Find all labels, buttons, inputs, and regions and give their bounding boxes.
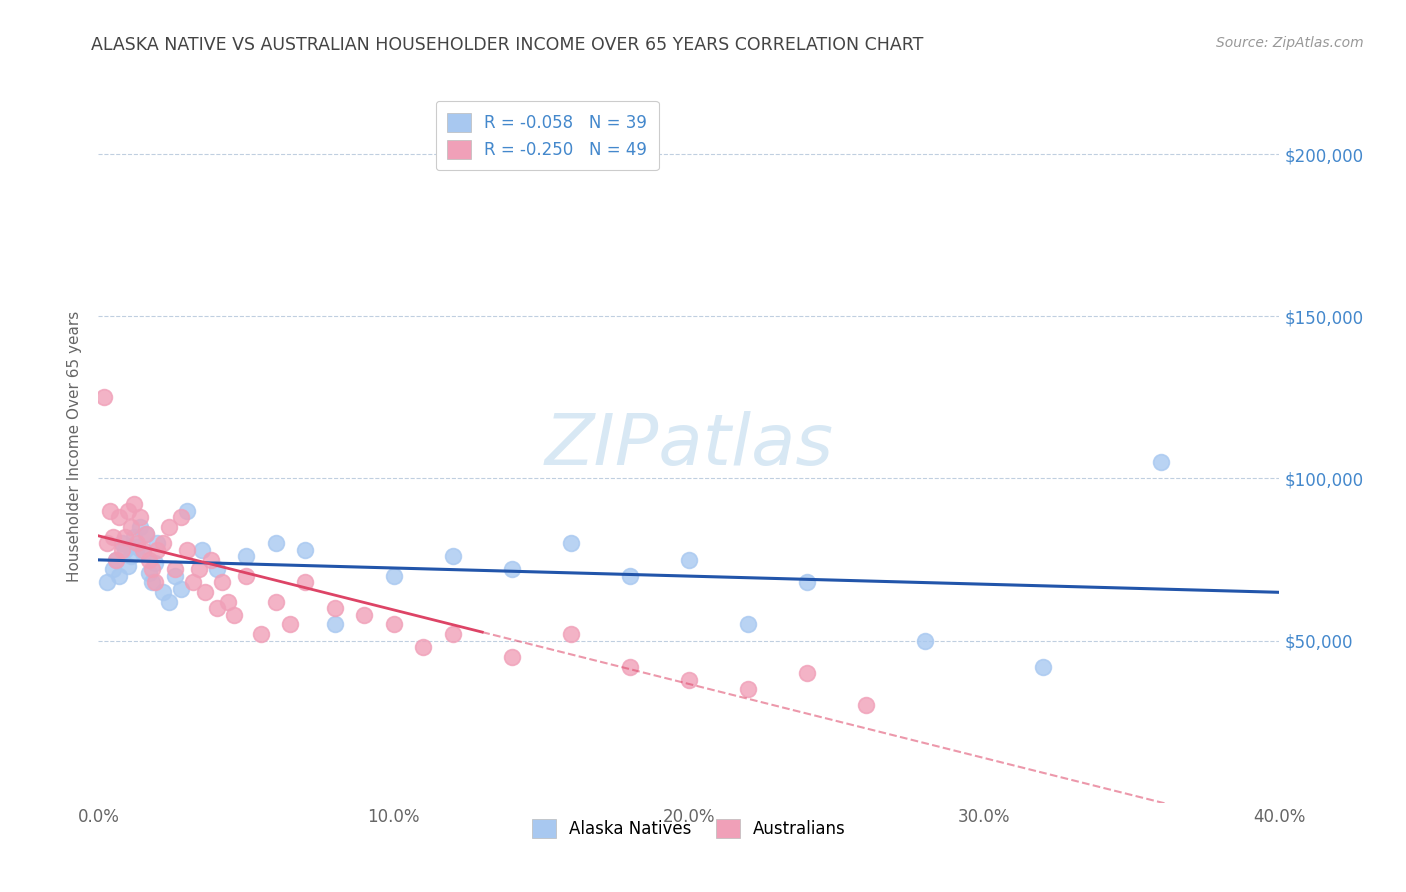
Point	[323, 601, 346, 615]
Point	[157, 595, 180, 609]
Point	[796, 666, 818, 681]
Point	[103, 562, 125, 576]
Point	[135, 526, 157, 541]
Point	[382, 617, 405, 632]
Point	[105, 552, 128, 566]
Point	[165, 562, 187, 576]
Point	[105, 552, 128, 566]
Point	[141, 562, 163, 576]
Point	[117, 504, 139, 518]
Point	[205, 562, 228, 576]
Point	[128, 520, 150, 534]
Point	[796, 575, 818, 590]
Point	[138, 552, 160, 566]
Point	[250, 627, 273, 641]
Point	[96, 575, 118, 590]
Point	[111, 542, 134, 557]
Point	[441, 549, 464, 564]
Point	[132, 542, 155, 557]
Point	[152, 536, 174, 550]
Point	[353, 607, 375, 622]
Point	[132, 546, 155, 560]
Point	[170, 582, 193, 596]
Point	[560, 627, 582, 641]
Point	[294, 542, 316, 557]
Point	[122, 530, 145, 544]
Point	[176, 542, 198, 557]
Point	[619, 659, 641, 673]
Point	[128, 510, 150, 524]
Point	[122, 497, 145, 511]
Point	[294, 575, 316, 590]
Point	[412, 640, 434, 654]
Point	[108, 568, 131, 582]
Point	[181, 575, 204, 590]
Point	[96, 536, 118, 550]
Point	[264, 536, 287, 550]
Point	[176, 504, 198, 518]
Point	[143, 556, 166, 570]
Point	[108, 510, 131, 524]
Point	[264, 595, 287, 609]
Point	[678, 552, 700, 566]
Point	[211, 575, 233, 590]
Point	[200, 552, 222, 566]
Point	[235, 568, 257, 582]
Point	[143, 575, 166, 590]
Point	[170, 510, 193, 524]
Point	[103, 530, 125, 544]
Legend: Alaska Natives, Australians: Alaska Natives, Australians	[526, 812, 852, 845]
Point	[1032, 659, 1054, 673]
Point	[678, 673, 700, 687]
Y-axis label: Householder Income Over 65 years: Householder Income Over 65 years	[67, 310, 83, 582]
Point	[187, 562, 209, 576]
Point	[855, 698, 877, 713]
Point	[194, 585, 217, 599]
Point	[138, 566, 160, 580]
Point	[323, 617, 346, 632]
Point	[280, 617, 302, 632]
Point	[120, 520, 142, 534]
Point	[98, 504, 121, 518]
Text: ZIPatlas: ZIPatlas	[544, 411, 834, 481]
Point	[157, 520, 180, 534]
Point	[146, 536, 169, 550]
Point	[205, 601, 228, 615]
Point	[125, 540, 148, 554]
Point	[737, 617, 759, 632]
Point	[146, 542, 169, 557]
Point	[217, 595, 239, 609]
Point	[560, 536, 582, 550]
Point	[114, 542, 136, 557]
Point	[191, 542, 214, 557]
Point	[1150, 455, 1173, 469]
Point	[114, 530, 136, 544]
Point	[441, 627, 464, 641]
Point	[135, 526, 157, 541]
Point	[382, 568, 405, 582]
Point	[111, 536, 134, 550]
Point	[501, 649, 523, 664]
Point	[120, 549, 142, 564]
Point	[125, 536, 148, 550]
Point	[235, 549, 257, 564]
Point	[141, 575, 163, 590]
Point	[619, 568, 641, 582]
Point	[501, 562, 523, 576]
Point	[152, 585, 174, 599]
Point	[914, 633, 936, 648]
Point	[117, 559, 139, 574]
Point	[93, 390, 115, 404]
Point	[165, 568, 187, 582]
Text: ALASKA NATIVE VS AUSTRALIAN HOUSEHOLDER INCOME OVER 65 YEARS CORRELATION CHART: ALASKA NATIVE VS AUSTRALIAN HOUSEHOLDER …	[91, 36, 924, 54]
Point	[737, 682, 759, 697]
Text: Source: ZipAtlas.com: Source: ZipAtlas.com	[1216, 36, 1364, 50]
Point	[224, 607, 246, 622]
